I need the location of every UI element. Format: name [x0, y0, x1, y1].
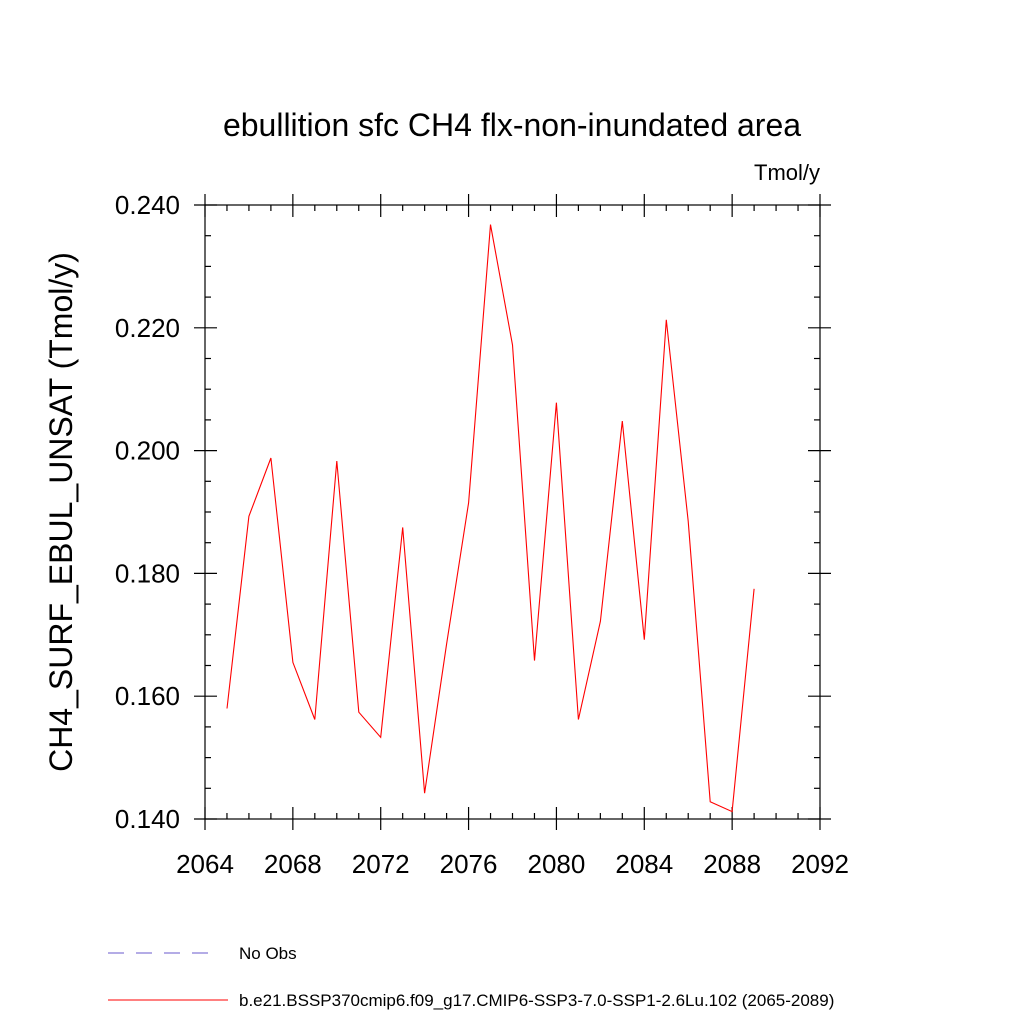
x-tick-label: 2080: [528, 849, 586, 879]
x-tick-label: 2068: [264, 849, 322, 879]
x-tick-label: 2064: [176, 849, 234, 879]
x-tick-label: 2088: [703, 849, 761, 879]
y-tick-label: 0.160: [115, 681, 180, 711]
y-axis-label: CH4_SURF_EBUL_UNSAT (Tmol/y): [43, 252, 79, 772]
chart-title: ebullition sfc CH4 flx-non-inundated are…: [223, 107, 801, 143]
units-label: Tmol/y: [754, 160, 820, 185]
legend-label-series: b.e21.BSSP370cmip6.f09_g17.CMIP6-SSP3-7.…: [239, 991, 834, 1010]
y-tick-label: 0.140: [115, 804, 180, 834]
x-tick-label: 2092: [791, 849, 849, 879]
series-layer: [226, 224, 755, 813]
x-tick-label: 2076: [440, 849, 498, 879]
y-tick-label: 0.240: [115, 190, 180, 220]
y-tick-label: 0.220: [115, 313, 180, 343]
x-tick-label: 2084: [615, 849, 673, 879]
y-tick-label: 0.200: [115, 436, 180, 466]
legend-label-no-obs: No Obs: [239, 944, 297, 963]
axis-ticks: [194, 194, 831, 830]
axis-tick-labels: 2064 2068 2072 2076 2080 2084 2088 2092 0.140 0.1…: [115, 190, 849, 879]
legend: No Obs b.e21.BSSP370cmip6.f09_g17.CMIP6-…: [108, 944, 834, 1010]
x-tick-label: 2072: [352, 849, 410, 879]
series-line: [226, 224, 755, 813]
y-tick-label: 0.180: [115, 558, 180, 588]
plot-frame: [204, 204, 821, 820]
